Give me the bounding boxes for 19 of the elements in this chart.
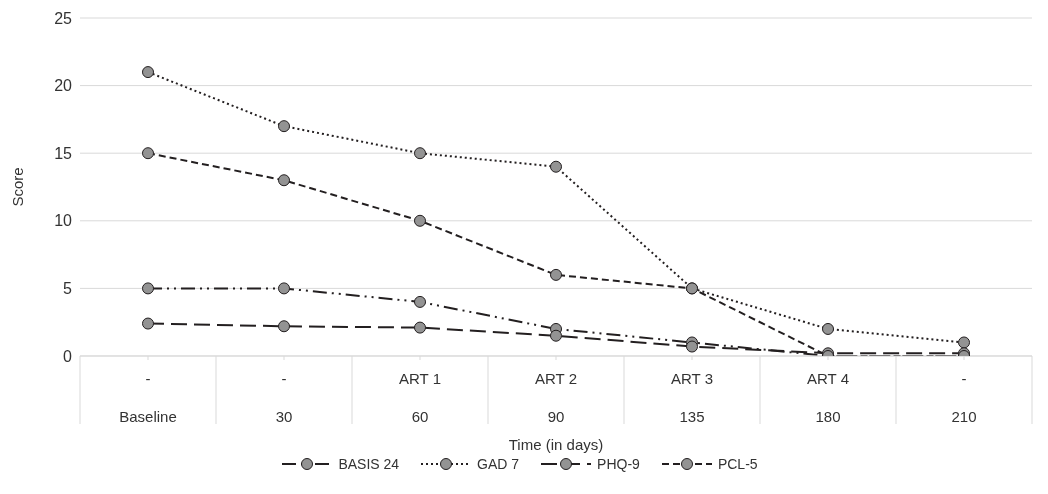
category-label: - 30 <box>275 370 293 425</box>
category-label: ART 2 90 <box>535 370 577 425</box>
x-axis-title: Time (in days) <box>508 436 604 453</box>
category-label: ART 3 135 <box>671 370 713 425</box>
category-label: - 210 <box>951 370 977 425</box>
y-tick-label: 15 <box>54 144 73 162</box>
y-tick-label: 0 <box>63 347 73 365</box>
category-label: ART 4 180 <box>807 370 849 425</box>
legend-label: GAD 7 <box>477 456 520 472</box>
legend-label: PHQ-9 <box>597 456 640 472</box>
category-label: ART 1 60 <box>399 370 441 425</box>
y-axis-title: Score <box>9 167 27 207</box>
category-label: - Baseline <box>119 370 177 425</box>
y-tick-label: 5 <box>63 280 73 298</box>
legend-label: PCL-5 <box>717 456 758 472</box>
y-tick-label: 20 <box>54 77 73 95</box>
y-tick-label: 25 <box>54 9 73 27</box>
y-tick-label: 10 <box>54 212 73 230</box>
legend-label: BASIS 24 <box>338 456 400 472</box>
